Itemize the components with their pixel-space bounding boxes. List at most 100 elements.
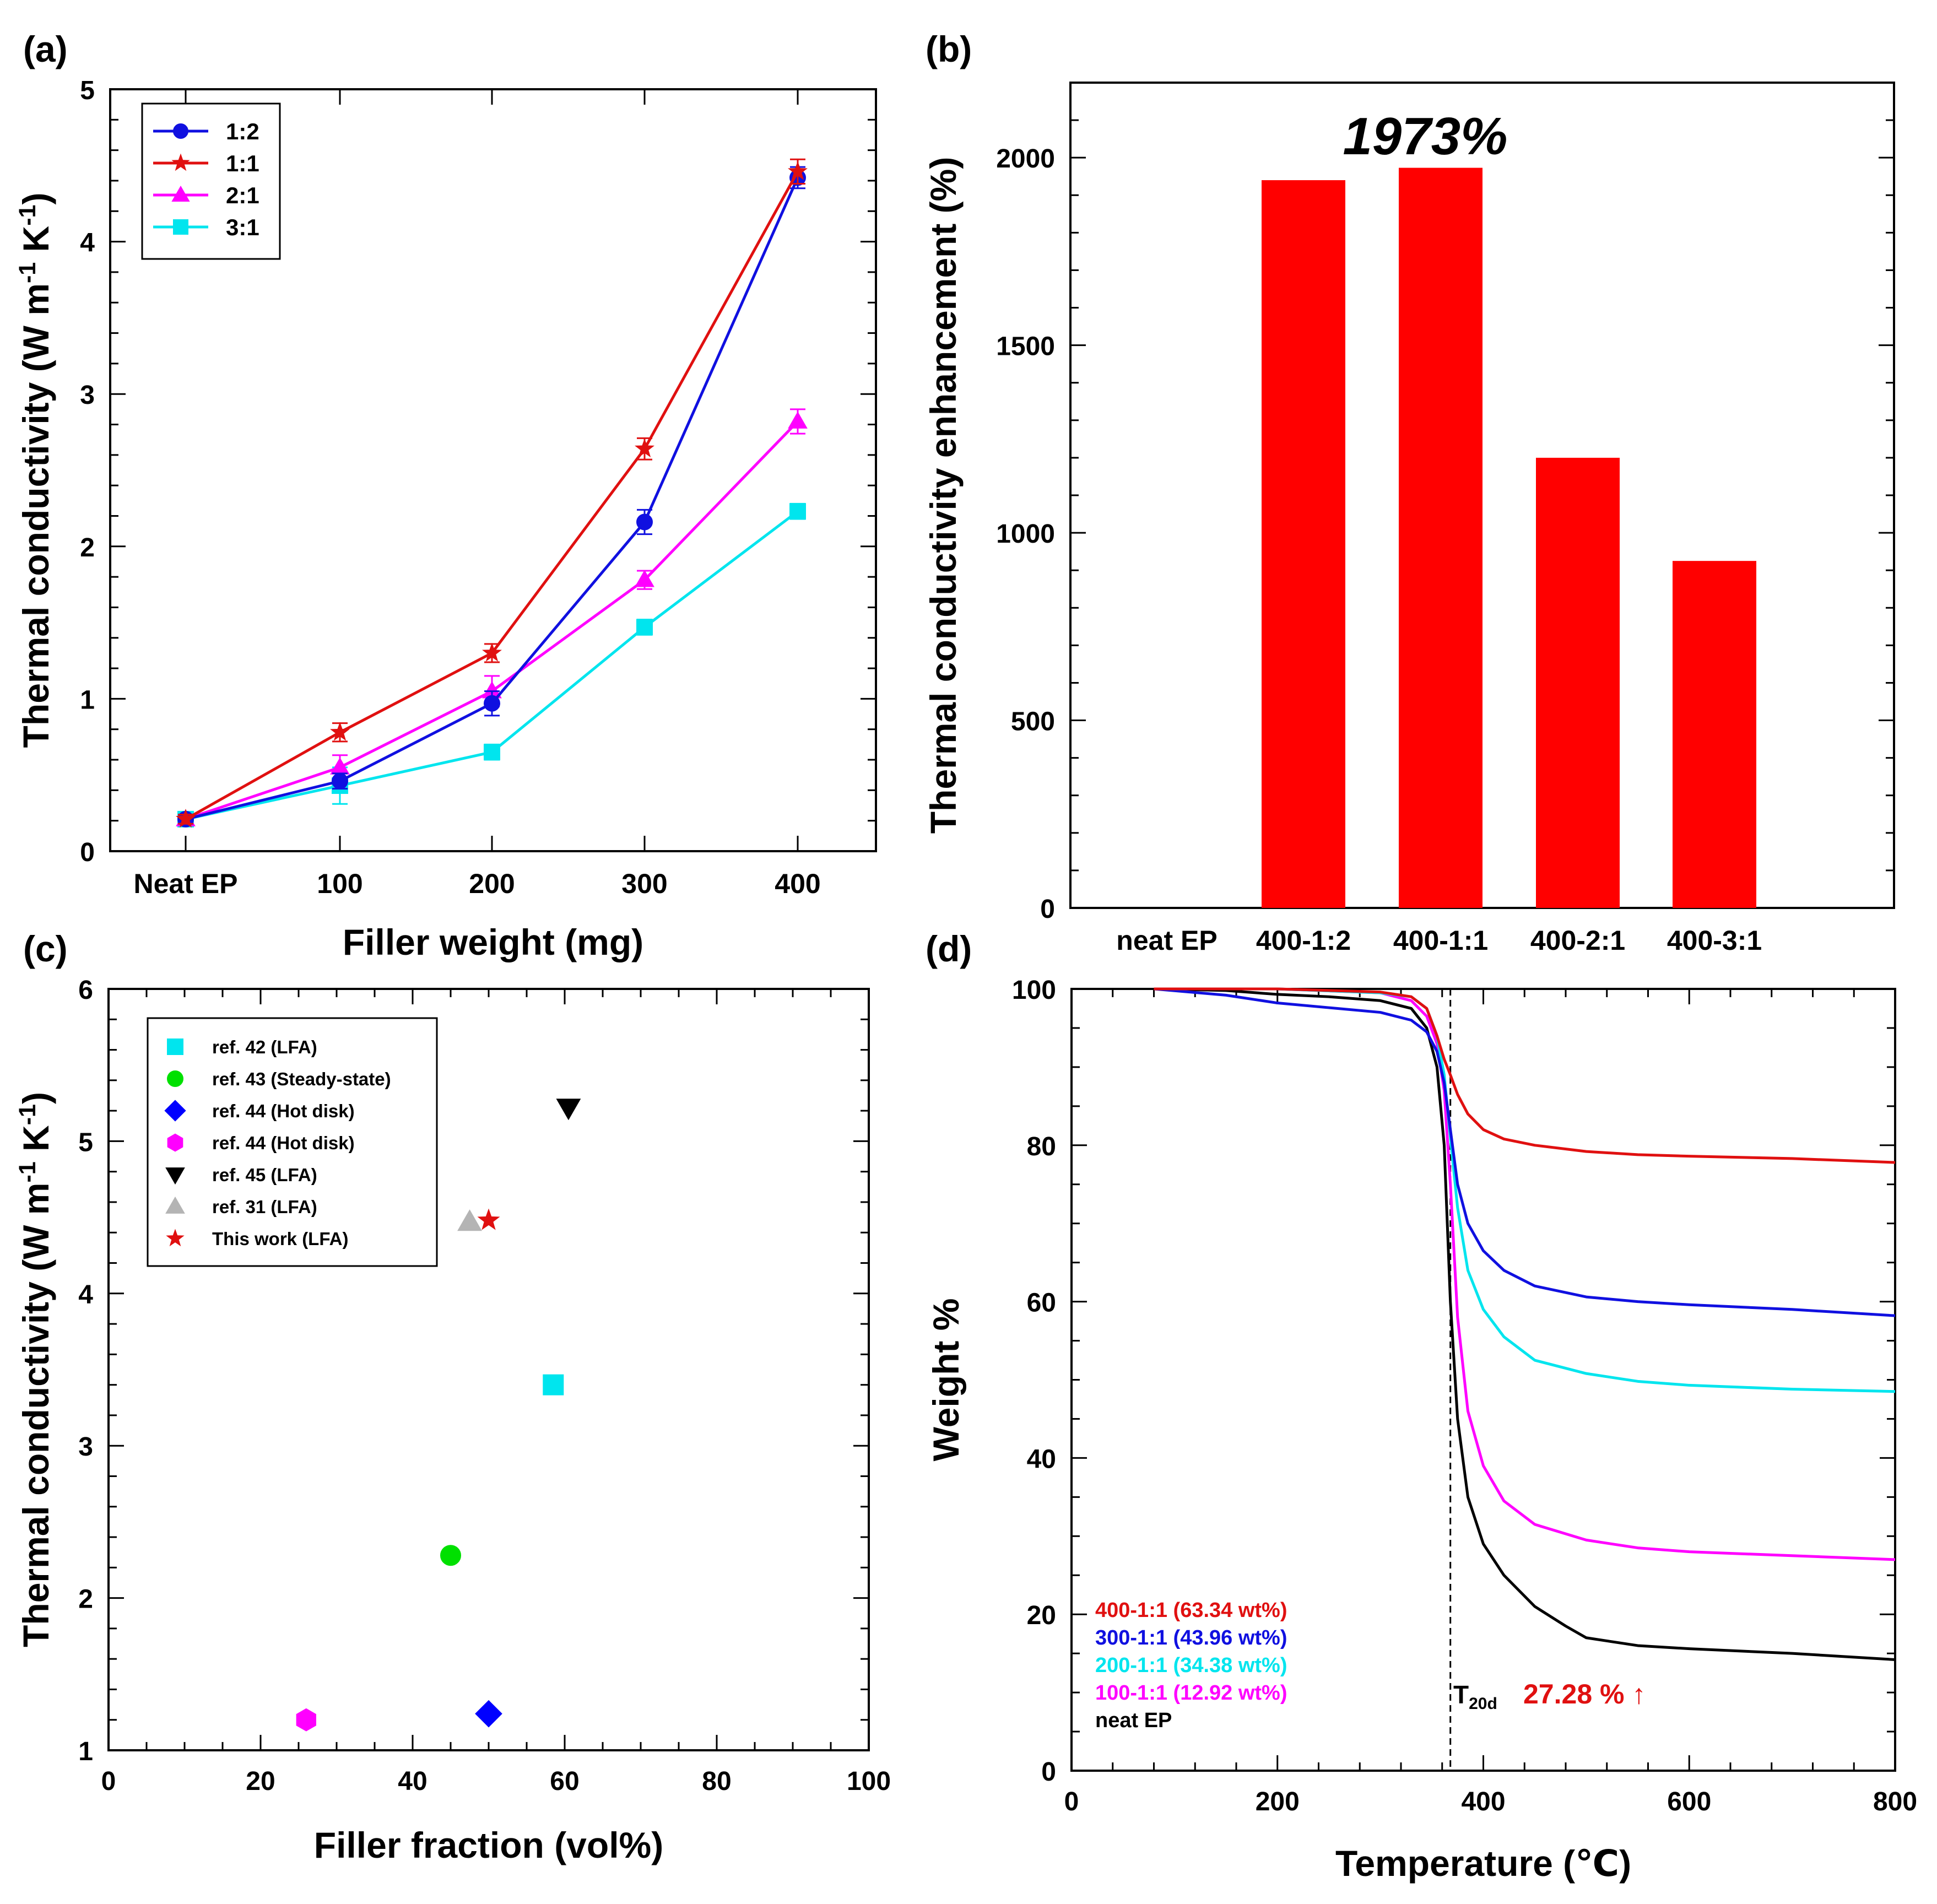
legend: ref. 42 (LFA) ref. 43 (Steady-state) ref. … (147, 1017, 438, 1267)
tga-curve-300-1:1 (43.96 wt%) (1154, 987, 1896, 1317)
data-point (484, 695, 500, 712)
x-tick-label: 200 (1256, 1787, 1300, 1816)
legend-label: 2:1 (226, 182, 259, 208)
y-tick-label: 2 (80, 533, 95, 562)
data-point (484, 744, 500, 761)
y-tick-label: 5 (78, 1128, 93, 1157)
y-axis-label: Thermal conductivity (W m-1 K-1) (14, 1092, 56, 1647)
legend-marker (164, 1100, 186, 1122)
y-tick-label: 4 (78, 1280, 93, 1310)
legend-label: 1:2 (226, 118, 259, 144)
legend-label: 300-1:1 (43.96 wt%) (1095, 1626, 1287, 1649)
tga-curve-200-1:1 (34.38 wt%) (1154, 987, 1896, 1393)
x-axis-label: Temperature (℃) (1335, 1843, 1631, 1884)
y-tick-label: 1500 (996, 332, 1055, 361)
y-tick-label: 80 (1027, 1132, 1056, 1161)
scatter-point-ref. 42 (LFA) (543, 1374, 564, 1395)
data-point (635, 570, 654, 587)
x-tick-label: 80 (702, 1767, 731, 1796)
legend-marker (171, 186, 190, 202)
legend-box (141, 102, 281, 260)
series-line (185, 171, 799, 821)
legend-label: 100-1:1 (12.92 wt%) (1095, 1681, 1287, 1705)
chart-panel-d: (d) 0 20 40 60 80 100 0 200 400 600 800 Temperature … (926, 928, 1917, 1884)
y-tick-label: 60 (1027, 1289, 1056, 1318)
legend-label: ref. 43 (Steady-state) (212, 1069, 391, 1089)
bar-annotation: 1973% (1343, 107, 1508, 166)
data-point (788, 161, 808, 180)
legend-marker (167, 1070, 183, 1087)
y-axis-label: Weight % (926, 1299, 966, 1462)
legend-label: ref. 31 (LFA) (212, 1197, 317, 1217)
tick-marks (107, 988, 870, 1751)
x-tick-label: Neat EP (134, 868, 238, 899)
x-tick-label: 400-1:2 (1256, 925, 1351, 956)
legend-marker (171, 153, 190, 171)
x-tick-label: 800 (1873, 1787, 1917, 1816)
y-tick-label: 500 (1011, 707, 1055, 737)
legend-label: ref. 42 (LFA) (212, 1037, 317, 1057)
legend-label: ref. 44 (Hot disk) (212, 1133, 355, 1153)
legend-marker (173, 219, 188, 235)
x-tick-label: 400-1:1 (1393, 925, 1488, 956)
legend-marker (165, 1196, 185, 1214)
y-tick-label: 2 (78, 1585, 93, 1614)
t20d-value: 27.28 % ↑ (1523, 1679, 1646, 1710)
data-point (636, 619, 653, 636)
x-tick-label: 60 (550, 1767, 579, 1796)
y-tick-label: 100 (1012, 976, 1056, 1005)
x-tick-label: 400-2:1 (1530, 925, 1625, 956)
legend-label: 1:1 (226, 150, 259, 176)
y-axis-label-part: K (15, 225, 56, 262)
x-tick-label: 0 (101, 1767, 116, 1796)
bar-400-3:1 (1673, 561, 1756, 908)
legend-label: ref. 44 (Hot disk) (212, 1101, 355, 1121)
x-tick-label: 300 (621, 868, 667, 899)
y-axis-label-part: Thermal conductivity (W m (15, 283, 56, 748)
panel-label: (d) (926, 928, 972, 969)
tick-marks (1070, 119, 1894, 909)
x-tick-label: 400 (1461, 1787, 1505, 1816)
legend-marker (167, 1133, 183, 1152)
legend-marker (165, 1167, 185, 1185)
legend-label: 200-1:1 (34.38 wt%) (1095, 1654, 1287, 1677)
scatter-point-ref. 44 (Hot disk) (475, 1700, 502, 1728)
x-tick-label: 400-3:1 (1667, 925, 1762, 956)
series-3:1 (177, 502, 806, 827)
tga-curve-neat EP (1154, 987, 1896, 1661)
chart-panel-a: (a) 0 1 2 3 4 5 Neat EP 100 200 300 400 Filler weigh… (14, 29, 877, 962)
y-tick-label: 20 (1027, 1601, 1056, 1630)
data-point (332, 772, 348, 789)
x-tick-label: 400 (775, 868, 820, 899)
plot-frame (109, 88, 877, 852)
x-axis-label: Filler weight (mg) (343, 922, 643, 962)
y-tick-label: 4 (80, 229, 95, 258)
legend-marker (167, 1038, 183, 1055)
legend-label: This work (LFA) (212, 1229, 349, 1249)
y-axis-label: Thermal conductivity (W m-1 K-1) (14, 193, 56, 748)
x-tick-label: 100 (317, 868, 362, 899)
scatter-point-ref. 31 (LFA) (457, 1209, 482, 1231)
chart-panel-b: (b) 0 500 1000 1500 2000 neat EP 400-1:2 400-1:1… (923, 29, 1895, 956)
y-tick-label: 1 (80, 685, 95, 715)
t20d-subscript: 20d (1469, 1695, 1497, 1713)
y-axis-label-superscript: -1 (14, 1104, 41, 1125)
scatter-point-ref. 43 (Steady-state) (440, 1545, 461, 1566)
y-tick-label: 40 (1027, 1445, 1056, 1474)
bar-400-1:2 (1262, 180, 1345, 908)
data-point (636, 513, 653, 531)
scatter-point-This work (LFA) (477, 1208, 500, 1230)
legend-label: 3:1 (226, 214, 259, 240)
x-tick-label: 20 (246, 1767, 275, 1796)
y-tick-label: 0 (1040, 895, 1055, 924)
legend: 1:2 1:1 2:1 3:1 (141, 102, 281, 260)
y-tick-label: 2000 (996, 144, 1055, 174)
panel-label: (c) (23, 928, 68, 969)
x-tick-label: 100 (847, 1767, 891, 1796)
panel-label: (a) (23, 29, 68, 69)
x-tick-label: 40 (398, 1767, 427, 1796)
data-point (482, 642, 502, 662)
y-tick-label: 3 (80, 381, 95, 410)
